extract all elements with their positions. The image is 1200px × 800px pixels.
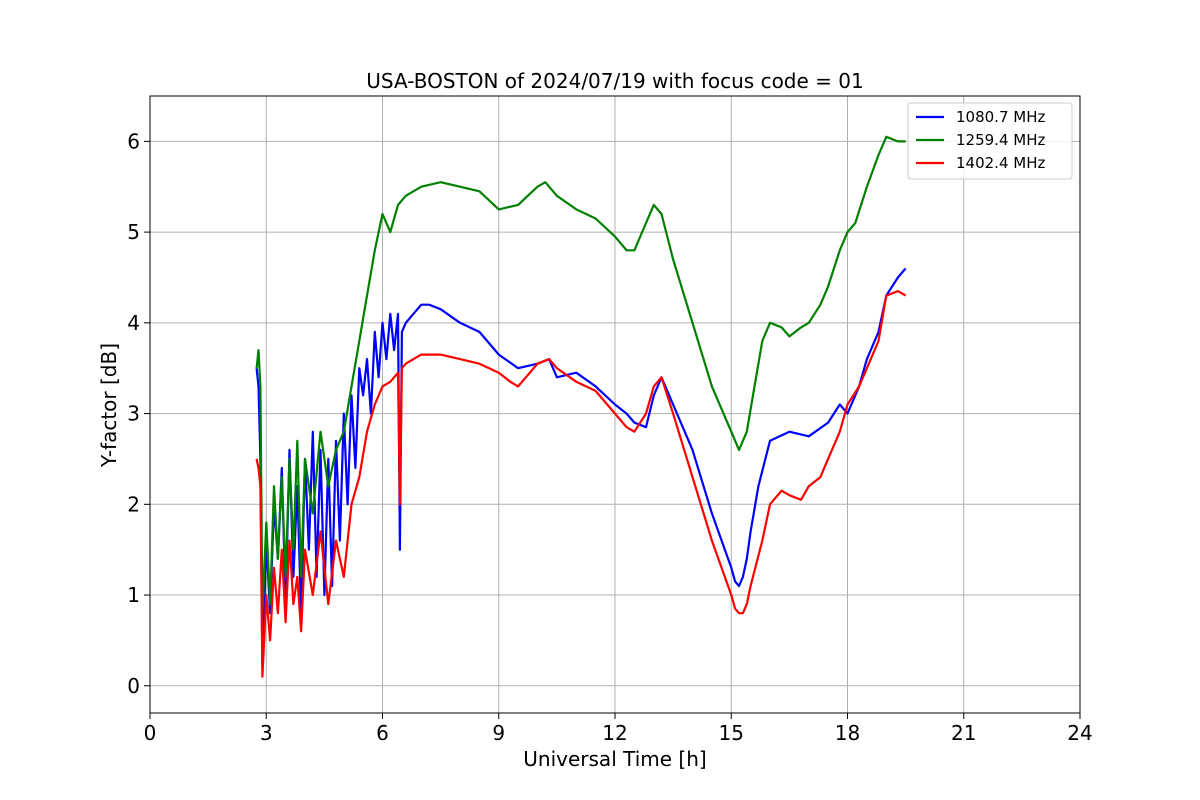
x-tick-label: 0 [144,721,157,745]
legend: 1080.7 MHz 1259.4 MHz 1402.4 MHz [907,102,1073,180]
legend-box [907,102,1073,180]
y-tick-label: 2 [127,492,140,516]
series-line-3 [255,290,907,678]
y-tick-label: 5 [127,220,140,244]
x-tick-label: 3 [260,721,273,745]
y-tick-label: 3 [127,402,140,426]
y-tick-label: 1 [127,583,140,607]
legend-label: 1259.4 MHz [956,131,1045,149]
x-tick-label: 21 [951,721,976,745]
x-tick-label: 24 [1067,721,1092,745]
legend-label: 1080.7 MHz [956,108,1045,126]
x-tick-label: 6 [376,721,389,745]
series-line-2 [255,135,906,615]
x-tick-label: 18 [835,721,860,745]
x-tick-label: 9 [492,721,505,745]
y-tick-label: 0 [127,674,140,698]
plot-series [255,135,907,678]
y-axis-label: Y-factor [dB] [97,343,121,468]
chart-title: USA-BOSTON of 2024/07/19 with focus code… [366,69,863,93]
y-tick-label: 6 [127,129,140,153]
y-tick-label: 4 [127,311,140,335]
x-axis-label: Universal Time [h] [523,747,706,771]
legend-label: 1402.4 MHz [956,154,1045,172]
x-tick-label: 15 [719,721,744,745]
x-tick-label: 12 [602,721,627,745]
